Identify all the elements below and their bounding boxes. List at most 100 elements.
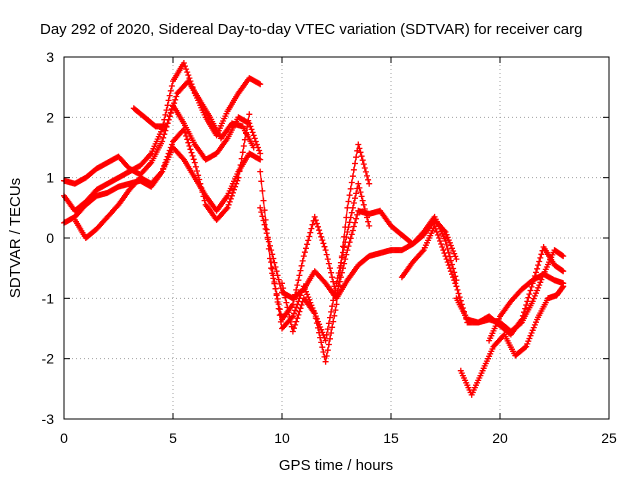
data-point-marker <box>173 93 180 100</box>
data-point-marker <box>332 286 339 292</box>
data-point-marker <box>271 279 278 285</box>
data-point-marker <box>301 286 308 292</box>
data-point-marker <box>234 177 241 184</box>
data-point-marker <box>265 238 272 245</box>
data-point-marker <box>521 309 527 316</box>
data-point-marker <box>185 139 192 146</box>
data-point-marker <box>529 327 536 334</box>
data-point-marker <box>364 214 370 221</box>
x-axis-title: GPS time / hours <box>279 457 393 474</box>
ticks-layer: 0 5 10 15 20 25 -3 -2 -1 0 1 2 3 <box>42 49 617 446</box>
data-point-marker <box>327 314 333 321</box>
data-point-marker <box>275 305 282 312</box>
data-point-marker <box>352 195 358 202</box>
data-point-marker <box>190 156 197 163</box>
data-point-marker <box>433 229 440 235</box>
data-point-marker <box>332 307 339 314</box>
x-tick-label: 15 <box>383 430 399 446</box>
data-point-marker <box>342 256 349 263</box>
data-point-marker <box>452 280 459 287</box>
data-point-marker <box>325 320 332 327</box>
data-point-marker <box>439 244 446 250</box>
data-point-marker <box>295 311 302 318</box>
data-point-marker <box>233 180 240 187</box>
data-point-marker <box>535 284 542 291</box>
data-point-marker <box>168 141 175 148</box>
y-tick-label: 0 <box>46 230 54 246</box>
data-point-marker <box>528 330 535 336</box>
data-point-marker <box>322 358 329 365</box>
data-point-marker <box>260 197 267 204</box>
data-point-marker <box>272 285 279 292</box>
data-point-marker <box>320 349 327 355</box>
data-point-marker <box>269 251 276 258</box>
data-point-marker <box>162 111 169 118</box>
data-point-marker <box>449 271 455 278</box>
series-track-a <box>61 102 264 187</box>
data-point-marker <box>518 316 525 323</box>
data-point-marker <box>304 241 311 248</box>
data-point-marker <box>528 283 535 290</box>
data-point-marker <box>304 291 311 298</box>
data-point-marker <box>357 189 364 196</box>
data-point-marker <box>197 180 204 187</box>
series-trace <box>63 146 261 224</box>
data-point-marker <box>300 283 307 290</box>
data-point-marker <box>336 264 343 271</box>
data-point-marker <box>180 126 187 133</box>
data-point-marker <box>171 100 178 107</box>
data-point-marker <box>526 335 533 342</box>
data-point-marker <box>168 83 175 89</box>
data-point-marker <box>245 117 252 124</box>
data-point-marker <box>531 292 538 299</box>
data-point-marker <box>250 144 257 151</box>
data-point-marker <box>262 225 269 232</box>
data-point-marker <box>538 251 545 258</box>
data-point-marker <box>291 310 297 317</box>
data-point-marker <box>259 213 266 220</box>
data-point-marker <box>165 97 172 104</box>
data-point-marker <box>196 176 203 183</box>
data-point-marker <box>359 197 366 204</box>
data-point-marker <box>443 231 450 238</box>
data-point-marker <box>533 290 539 297</box>
data-point-marker <box>256 80 263 87</box>
data-point-marker <box>319 344 326 351</box>
data-point-marker <box>350 166 357 173</box>
data-point-marker <box>322 247 329 254</box>
data-point-marker <box>454 286 461 293</box>
data-point-marker <box>293 304 300 311</box>
data-point-marker <box>318 339 325 346</box>
data-point-marker <box>303 288 309 295</box>
data-point-marker <box>297 292 304 299</box>
data-point-marker <box>359 157 366 164</box>
data-point-marker <box>353 154 360 161</box>
data-point-marker <box>434 232 441 238</box>
data-point-marker <box>526 291 533 298</box>
data-point-marker <box>344 229 351 235</box>
data-point-marker <box>341 260 348 267</box>
data-point-marker <box>437 238 443 244</box>
data-point-marker <box>273 268 280 275</box>
data-point-marker <box>322 337 329 344</box>
data-point-marker <box>329 324 336 331</box>
data-point-marker <box>186 143 193 149</box>
data-point-marker <box>172 96 179 103</box>
data-point-marker <box>195 172 202 179</box>
data-point-marker <box>315 318 321 325</box>
data-point-marker <box>354 211 361 218</box>
data-point-marker <box>297 267 304 274</box>
data-point-marker <box>261 207 268 214</box>
data-point-marker <box>347 235 354 242</box>
data-point-marker <box>164 102 171 109</box>
data-point-marker <box>249 129 256 136</box>
data-point-marker <box>325 260 332 267</box>
data-point-marker <box>365 218 372 225</box>
data-point-marker <box>341 244 348 251</box>
data-point-marker <box>330 297 337 304</box>
data-point-marker <box>330 278 337 285</box>
data-point-marker <box>257 156 264 163</box>
x-tick-label: 25 <box>601 430 617 446</box>
data-point-marker <box>168 106 175 113</box>
data-point-marker <box>419 248 426 255</box>
